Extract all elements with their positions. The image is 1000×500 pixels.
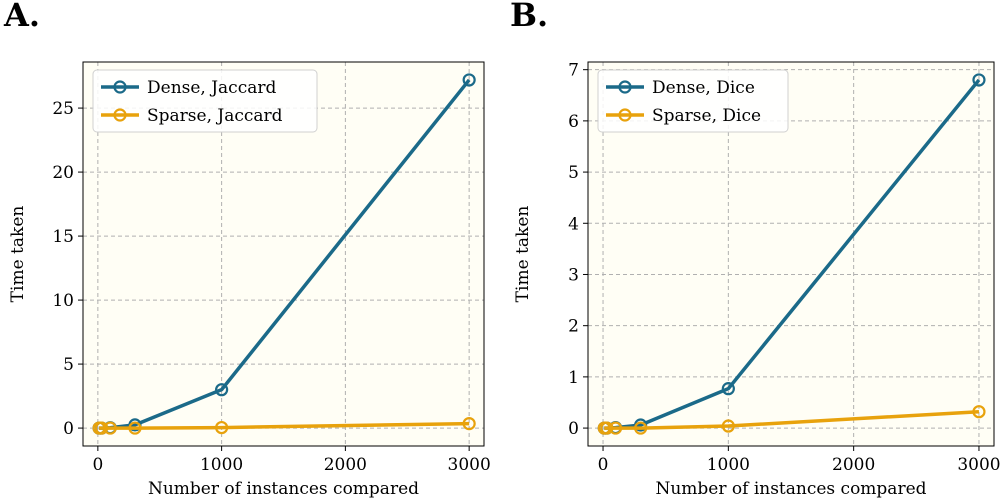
x-tick-label: 2000 (324, 455, 367, 475)
y-axis-label: Time taken (8, 206, 28, 303)
data-point (721, 419, 735, 433)
x-tick-label: 0 (92, 455, 103, 475)
y-tick-label: 20 (52, 163, 74, 183)
data-point (972, 73, 986, 87)
legend-swatch-marker (618, 80, 632, 94)
y-tick-label: 0 (63, 419, 74, 439)
plot-frame (82, 61, 485, 447)
series-line (99, 421, 470, 430)
y-tick-label: 4 (568, 214, 579, 234)
data-point (462, 73, 476, 87)
y-tick-label: 7 (568, 61, 579, 81)
data-point (972, 405, 986, 419)
chart-b-svg: 0 1000 2000 3000 0 1 2 3 4 5 6 7 Number of instances… (513, 61, 1000, 499)
y-tick-label: 5 (63, 355, 74, 375)
y-tick-label: 2 (568, 317, 579, 337)
y-tick-label: 15 (52, 227, 74, 247)
chart-a-svg: 0 1000 2000 3000 0 5 10 15 20 25 Number of instanc… (8, 61, 491, 499)
chart-panel-b: B. 0 1000 2000 3000 0 1 2 3 4 5 6 7 Number of instan… (506, 0, 1000, 500)
legend-box (92, 69, 318, 133)
x-axis-label: Number of instances compared (655, 479, 926, 499)
legend-label: Dense, Dice (652, 78, 755, 98)
data-point (215, 383, 229, 397)
legend-box (597, 69, 789, 133)
y-tick-label: 10 (52, 291, 74, 311)
legend-label: Sparse, Jaccard (147, 106, 283, 126)
x-tick-label: 0 (598, 455, 609, 475)
data-point (215, 420, 229, 435)
data-point (600, 421, 614, 435)
y-tick-label: 0 (568, 419, 579, 439)
x-tick-label: 3000 (957, 455, 1000, 475)
y-tick-label: 25 (52, 99, 74, 119)
data-point (721, 382, 735, 396)
data-point (128, 421, 142, 435)
panel-label: B. (510, 0, 549, 34)
chart-panel-a: A. 0 1000 2000 3000 0 5 10 15 20 25 Number of inst… (4, 0, 491, 499)
panel-label: A. (4, 0, 40, 34)
series-line (604, 409, 980, 430)
y-tick-label: 5 (568, 163, 579, 183)
y-tick-label: 6 (568, 112, 579, 132)
x-tick-label: 1000 (707, 455, 750, 475)
data-point (462, 417, 476, 431)
legend-label: Sparse, Dice (652, 106, 761, 126)
plot-frame (587, 61, 995, 447)
x-tick-label: 3000 (448, 455, 491, 475)
x-axis-label: Number of instances compared (148, 479, 419, 499)
y-tick-label: 3 (568, 265, 579, 285)
data-point (608, 421, 623, 435)
legend-swatch-marker (618, 108, 632, 122)
legend-label: Dense, Jaccard (147, 78, 276, 98)
y-tick-label: 1 (568, 368, 579, 388)
x-tick-label: 1000 (200, 455, 243, 475)
y-axis-label: Time taken (513, 206, 533, 303)
x-tick-label: 2000 (832, 455, 875, 475)
data-point (103, 421, 117, 435)
data-point (94, 421, 109, 435)
data-point (634, 421, 648, 435)
legend-swatch-marker (113, 108, 127, 122)
legend-swatch-marker (113, 80, 127, 94)
